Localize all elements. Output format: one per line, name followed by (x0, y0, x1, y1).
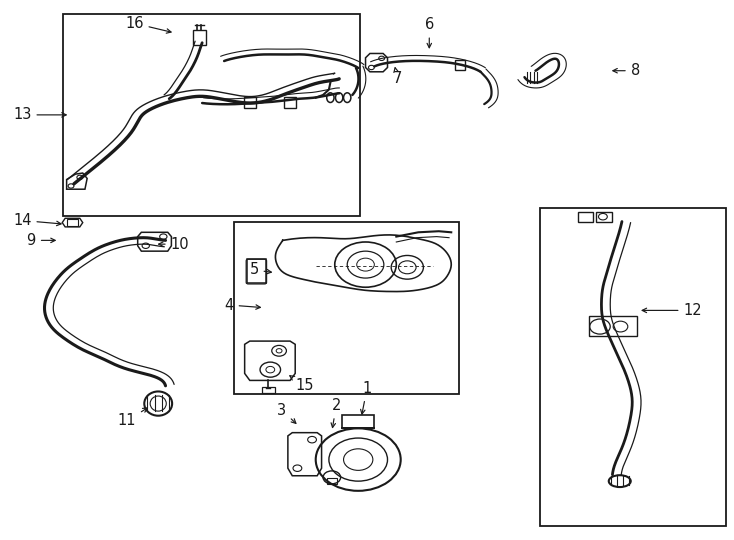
Bar (540, 208, 726, 526)
Bar (342, 415, 374, 428)
Bar (192, 30, 206, 45)
Text: 11: 11 (117, 408, 148, 428)
Text: 13: 13 (13, 107, 66, 123)
Bar (63, 14, 360, 216)
Bar (578, 212, 592, 221)
Bar (67, 219, 79, 226)
Text: 1: 1 (360, 381, 371, 414)
Text: 10: 10 (159, 237, 189, 252)
Bar (233, 221, 459, 394)
Bar (284, 97, 296, 109)
Bar (244, 97, 255, 109)
Text: 14: 14 (13, 213, 61, 228)
Text: 16: 16 (125, 16, 171, 33)
Bar (589, 316, 636, 336)
Text: 9: 9 (26, 233, 55, 248)
Text: 8: 8 (613, 63, 640, 78)
Bar (327, 478, 337, 484)
Text: 4: 4 (225, 298, 261, 313)
Text: 7: 7 (393, 68, 402, 86)
Text: 5: 5 (250, 262, 272, 278)
Text: 2: 2 (331, 398, 341, 428)
Text: 6: 6 (425, 17, 434, 48)
Text: 3: 3 (277, 402, 296, 423)
Bar (261, 387, 275, 393)
Text: 12: 12 (642, 303, 702, 318)
Bar (595, 212, 611, 221)
Bar (455, 60, 465, 70)
Text: 15: 15 (290, 376, 314, 393)
